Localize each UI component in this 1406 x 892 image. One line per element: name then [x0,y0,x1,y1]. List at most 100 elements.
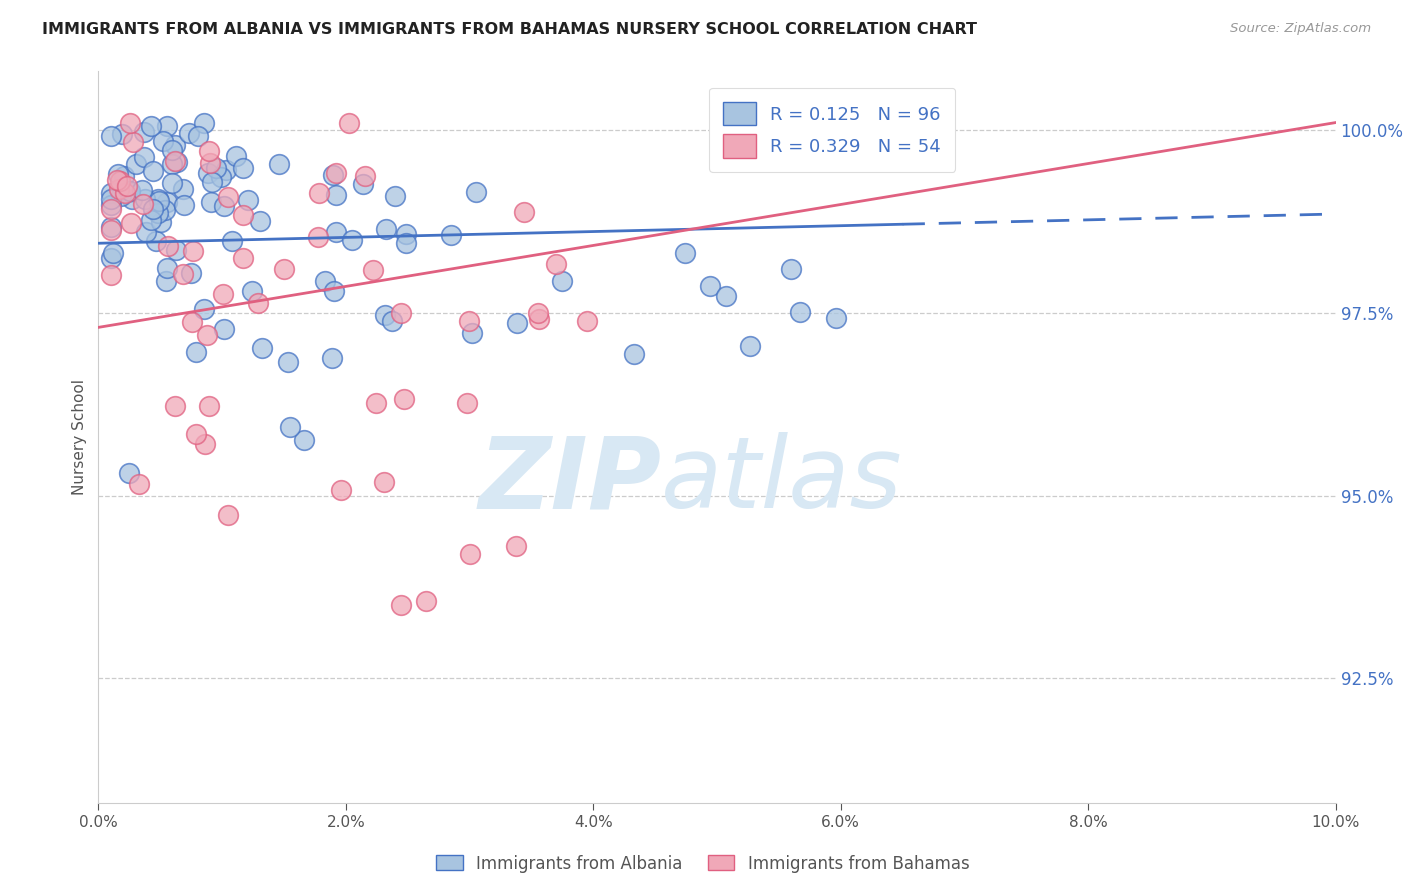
Point [308,186,330,201]
Text: IMMIGRANTS FROM ALBANIA VS IMMIGRANTS FROM BAHAMAS NURSERY SCHOOL CORRELATION CH: IMMIGRANTS FROM ALBANIA VS IMMIGRANTS FR… [42,22,977,37]
Point [114,186,136,200]
Point [148,194,170,208]
Y-axis label: Nursery School: Nursery School [72,379,87,495]
Point [505,539,527,553]
Point [134,150,156,164]
Point [160,176,183,190]
Point [173,198,195,212]
Point [160,143,183,157]
Point [321,351,343,365]
Point [415,594,437,608]
Point [195,328,218,343]
Point [392,392,415,407]
Point [163,154,186,169]
Point [307,229,329,244]
Point [197,166,219,180]
Point [107,182,129,196]
Point [163,137,186,152]
Point [201,175,224,189]
Point [194,437,217,451]
Point [198,399,221,413]
Point [180,266,202,280]
Point [389,599,412,613]
Point [575,314,598,328]
Point [325,225,347,239]
Point [440,228,463,243]
Point [155,274,177,288]
Point [456,396,478,410]
Point [314,274,336,288]
Point [125,156,148,170]
Point [118,467,141,481]
Point [278,419,301,434]
Point [134,192,156,206]
Point [166,154,188,169]
Point [212,199,235,213]
Point [122,135,145,149]
Point [352,178,374,192]
Point [156,194,179,209]
Point [165,243,187,257]
Point [395,236,418,251]
Point [673,246,696,260]
Point [200,195,222,210]
Point [100,128,122,143]
Point [100,186,122,201]
Point [100,223,122,237]
Point [323,284,346,298]
Point [198,156,221,170]
Point [100,198,122,212]
Point [187,129,209,144]
Point [277,355,299,369]
Point [152,134,174,148]
Point [458,547,481,561]
Point [329,483,352,498]
Point [107,167,129,181]
Point [101,246,124,260]
Point [214,321,236,335]
Point [183,244,205,258]
Point [506,316,529,330]
Point [292,434,315,448]
Point [100,192,122,206]
Point [156,120,179,134]
Point [141,119,163,133]
Point [193,302,215,317]
Point [217,508,239,523]
Point [186,344,208,359]
Point [100,219,122,234]
Point [373,475,395,489]
Point [249,214,271,228]
Point [240,284,263,298]
Point [193,115,215,129]
Point [157,239,180,253]
Point [232,161,254,176]
Point [527,306,550,320]
Point [395,227,418,241]
Point [141,213,163,227]
Point [325,166,347,180]
Point [623,347,645,361]
Point [384,189,406,203]
Point [146,192,169,206]
Point [100,268,122,282]
Point [205,161,228,175]
Point [209,170,232,185]
Point [132,125,155,139]
Point [118,185,141,199]
Point [100,202,122,217]
Point [121,193,143,207]
Point [179,127,201,141]
Point [325,188,347,202]
Point [457,314,479,328]
Point [250,341,273,355]
Legend: Immigrants from Albania, Immigrants from Bahamas: Immigrants from Albania, Immigrants from… [430,848,976,880]
Text: Source: ZipAtlas.com: Source: ZipAtlas.com [1230,22,1371,36]
Point [354,169,377,184]
Point [225,149,247,163]
Point [156,261,179,276]
Point [779,261,801,276]
Point [544,257,567,271]
Point [374,222,396,236]
Point [232,251,254,265]
